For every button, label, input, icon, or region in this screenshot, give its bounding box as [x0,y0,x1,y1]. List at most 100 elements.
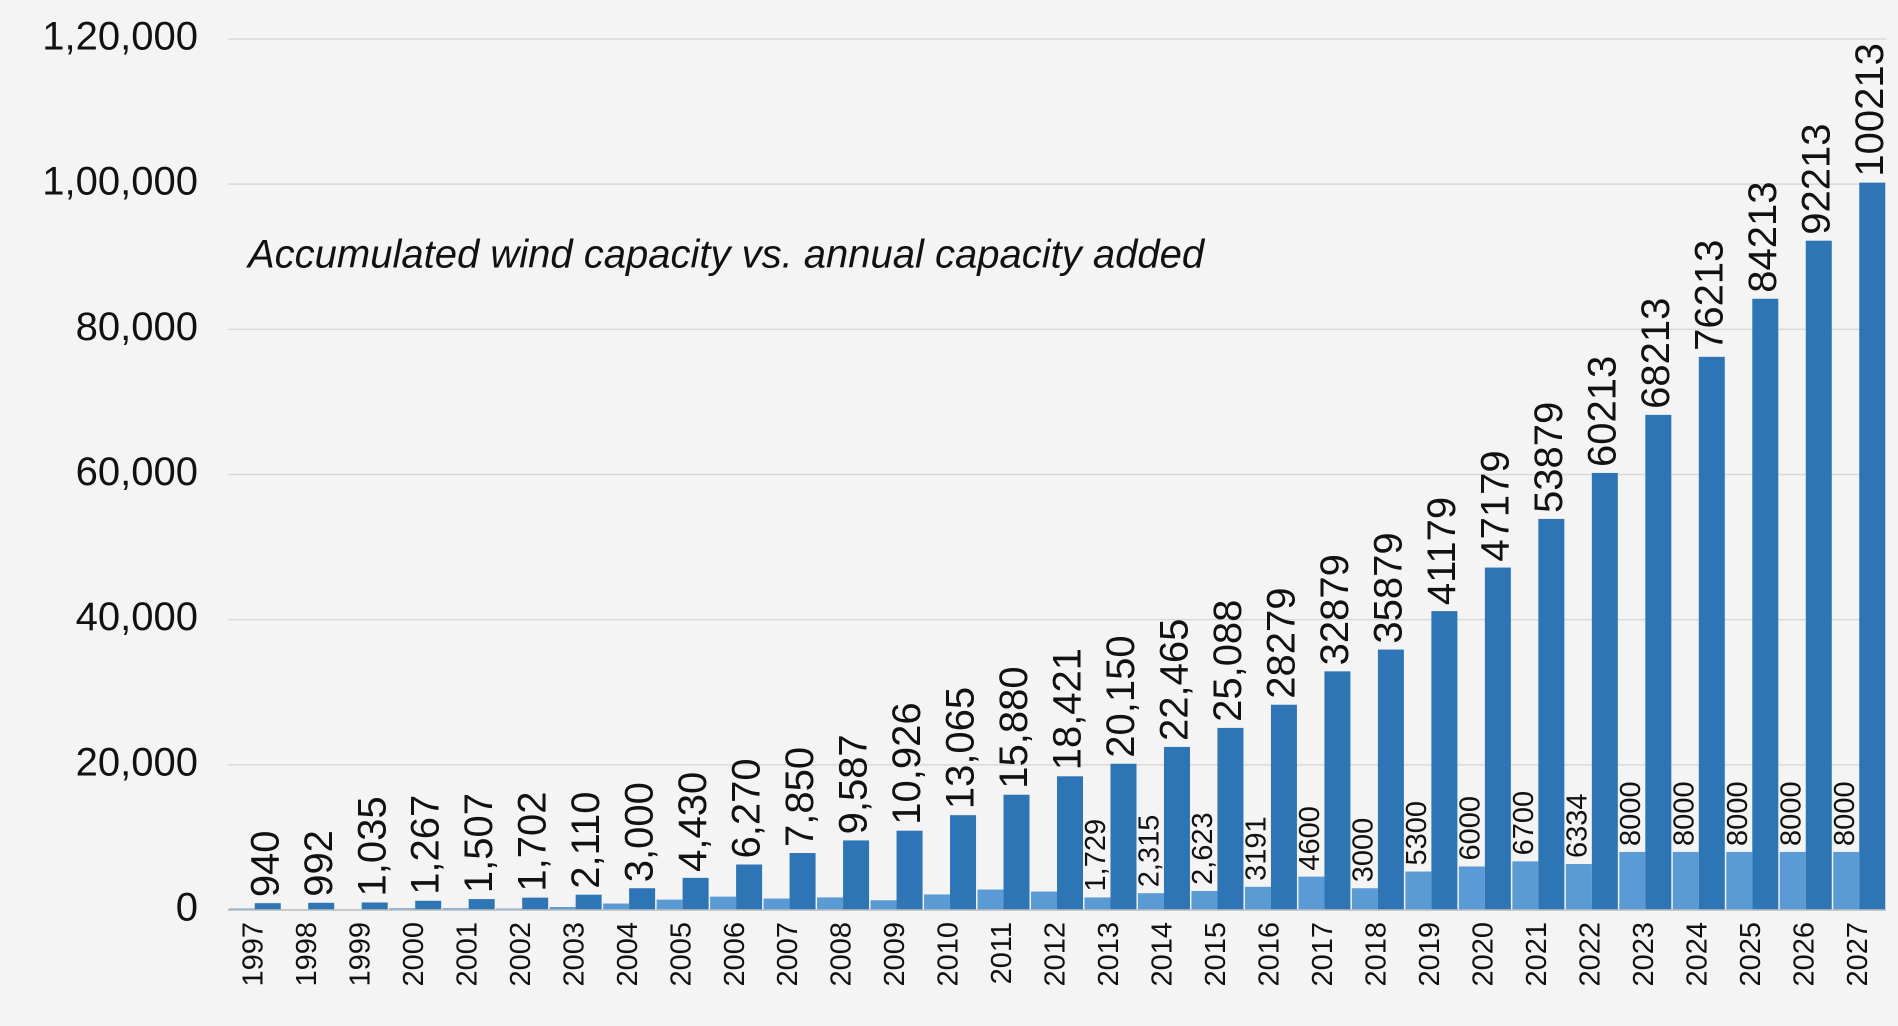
bar [1859,182,1886,911]
bar [843,840,870,910]
bar [1003,794,1030,910]
bar [308,902,335,910]
data-label: 53879 [1527,402,1571,513]
data-label: 6334 [1561,794,1593,859]
bar [1458,866,1485,910]
data-label: 9,587 [832,734,876,834]
data-label: 6,270 [725,758,769,858]
bar [1484,567,1511,910]
data-label: 3,000 [618,782,662,882]
data-label: 2,110 [564,792,608,889]
data-label: 68213 [1634,298,1678,409]
data-label: 1,729 [1080,819,1112,892]
bar [1805,240,1832,910]
x-tick-label: 2000 [398,922,430,987]
x-tick-label: 2025 [1735,922,1767,987]
bar [1833,851,1860,910]
data-label: 22,465 [1153,619,1197,741]
bar [1405,871,1432,910]
data-label: 47179 [1473,450,1517,561]
bar [763,898,790,910]
x-tick-label: 2008 [826,922,858,987]
data-label: 992 [297,830,341,897]
x-tick-label: 2010 [933,922,965,987]
x-tick-label: 2016 [1254,922,1286,987]
bar [977,889,1004,910]
data-label: 10,926 [885,702,929,824]
data-label: 3000 [1348,818,1380,883]
x-tick-label: 2015 [1200,922,1232,987]
data-label: 7,850 [778,747,822,847]
data-label: 8000 [1668,781,1700,846]
bar [1619,851,1646,910]
y-tick-label: 1,20,000 [42,15,198,59]
bar [1351,888,1378,910]
y-tick-label: 0 [176,886,198,930]
data-label: 60213 [1580,356,1624,467]
x-tick-label: 2024 [1681,922,1713,987]
data-label: 4600 [1294,806,1326,871]
bar [1591,472,1618,910]
bar [1672,851,1699,910]
data-label: 1,507 [457,793,501,893]
bar [389,908,416,910]
x-tick-label: 2026 [1788,922,1820,987]
x-tick-label: 2012 [1040,922,1072,987]
bar [682,877,709,910]
data-label: 76213 [1687,240,1731,351]
data-label: 1,702 [511,792,555,892]
x-tick-label: 2005 [665,922,697,987]
x-tick-label: 2011 [986,922,1018,984]
data-label: 25,088 [1206,600,1250,722]
bar [1298,876,1325,910]
bar [1324,671,1351,910]
data-label: 3191 [1241,816,1273,881]
bar [1084,897,1111,910]
bar [789,853,816,910]
data-label: 28279 [1259,588,1303,699]
bar [1270,704,1297,910]
x-tick-label: 1999 [344,922,376,987]
x-tick-label: 2004 [612,922,644,987]
x-tick-label: 2018 [1361,922,1393,987]
bar [1431,611,1458,910]
bar [1110,763,1137,910]
bar [1752,298,1779,910]
data-label: 92213 [1794,123,1838,234]
data-label: 20,150 [1099,635,1143,757]
bar [361,902,388,910]
bar [415,900,442,910]
x-tick-label: 2002 [505,922,537,987]
bar [1137,893,1164,910]
bar [1163,746,1190,910]
x-tick-label: 2003 [558,922,590,987]
data-label: 1,035 [350,796,394,896]
x-tick-label: 2006 [719,922,751,987]
data-label: 13,065 [939,687,983,809]
bar [1726,851,1753,910]
x-tick-label: 2023 [1628,922,1660,987]
bar [1191,890,1218,910]
x-tick-label: 2001 [451,922,483,987]
y-tick-label: 1,00,000 [42,160,198,204]
x-tick-label: 2020 [1468,922,1500,987]
bar [468,899,495,910]
bar [1512,861,1539,910]
data-label: 41179 [1420,497,1464,605]
chart-title: Accumulated wind capacity vs. annual cap… [246,233,1206,277]
x-tick-label: 2027 [1842,922,1874,987]
bar [1645,414,1672,910]
data-label: 4,430 [671,772,715,872]
x-tick-label: 2017 [1307,922,1339,987]
bar [1779,851,1806,910]
bar [1538,518,1565,910]
data-label: 940 [243,830,287,897]
x-tick-label: 2009 [879,922,911,987]
bar [896,830,923,910]
bar [656,899,683,910]
bar [817,897,844,910]
x-tick-label: 2022 [1574,922,1606,987]
bar [710,896,737,910]
